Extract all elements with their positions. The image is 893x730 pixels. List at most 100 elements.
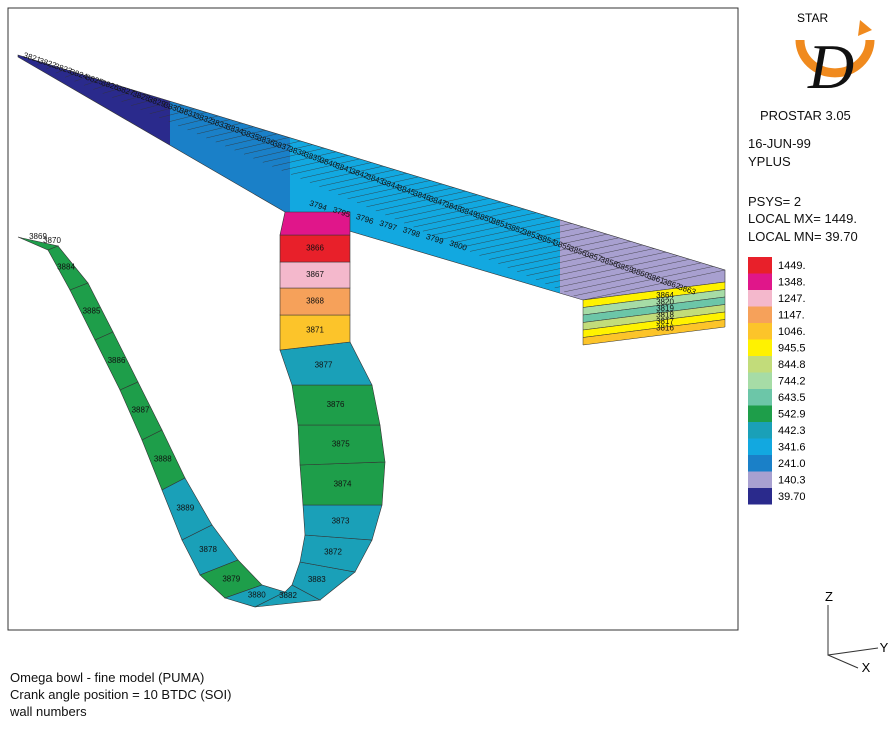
cell-edge <box>74 76 89 82</box>
wall-number: 3818 <box>656 311 674 320</box>
cell-edge <box>394 198 490 220</box>
cell-edge <box>281 155 348 171</box>
wall-number: 3866 <box>306 244 324 253</box>
axis-triad: Z Y X <box>825 589 889 675</box>
cell-edge <box>582 269 725 300</box>
logo-letter: D <box>807 31 854 102</box>
legend-label: 1348. <box>778 277 806 289</box>
wall-number: 3868 <box>306 297 324 306</box>
cell-edge <box>338 176 419 195</box>
cell-edge <box>168 112 207 122</box>
logo-swirl <box>795 39 875 78</box>
psys: PSYS= 2 <box>748 194 801 209</box>
cell-edge <box>27 58 30 62</box>
wall-number: 3883 <box>308 575 326 584</box>
wall-cell <box>279 211 351 236</box>
legend-label: 241.0 <box>778 458 806 470</box>
logo-arrow <box>858 20 872 36</box>
cell-edge <box>488 233 608 260</box>
cell-edge <box>243 140 301 155</box>
footer-line: Crank angle position = 10 BTDC (SOI) <box>10 687 231 702</box>
wall-number: 3820 <box>656 298 674 307</box>
wall-number: 3879 <box>222 575 240 584</box>
wall-number: 3882 <box>279 591 297 600</box>
cell-edge <box>451 219 561 244</box>
legend-swatch <box>748 273 772 290</box>
cell-edge <box>573 266 714 297</box>
axis-z: Z <box>825 589 833 604</box>
cell-edge <box>385 194 478 216</box>
cell-edge <box>404 201 502 224</box>
cell-edge <box>178 115 219 127</box>
cell-edge <box>272 151 337 167</box>
local-max: LOCAL MX= 1449. <box>748 211 857 226</box>
cell-edge <box>554 259 690 289</box>
cell-edge <box>545 255 678 284</box>
wall-number: 3875 <box>332 439 350 448</box>
wall-number: 3817 <box>656 317 674 326</box>
legend-label: 1449. <box>778 260 806 272</box>
cell-edge <box>93 83 113 90</box>
cell-edge <box>507 241 631 268</box>
cell-edge <box>309 165 384 183</box>
cell-edge <box>356 183 443 203</box>
cell-edge <box>498 237 619 264</box>
legend-swatch <box>748 389 772 406</box>
wall-number: 3877 <box>315 361 333 370</box>
variable: YPLUS <box>748 154 791 169</box>
wall-number: 3886 <box>108 356 126 365</box>
legend-swatch <box>748 488 772 505</box>
wall-number: 3888 <box>154 455 172 464</box>
wall-number: 3885 <box>83 306 101 315</box>
cell-edge <box>46 65 54 70</box>
legend-swatch <box>748 455 772 472</box>
legend-swatch <box>748 356 772 373</box>
triad-x <box>827 654 859 669</box>
legend-swatch <box>748 438 772 455</box>
cell-edge <box>413 205 513 228</box>
cell-edge <box>187 119 231 131</box>
cell-edge <box>36 61 42 66</box>
legend-label: 1247. <box>778 293 806 305</box>
cell-edge <box>196 122 242 135</box>
wall-number: 3871 <box>306 326 324 335</box>
cell-edge <box>130 97 160 106</box>
wall-number: 3864 <box>656 291 674 300</box>
cell-edge <box>102 87 125 94</box>
box-stripe <box>582 319 726 346</box>
legend-swatch <box>748 471 772 488</box>
cell-edge <box>517 244 643 272</box>
legend-label: 844.8 <box>778 359 806 371</box>
cell-edge <box>366 187 455 208</box>
cell-edge <box>121 94 148 102</box>
wall-number: 3878 <box>199 545 217 554</box>
cell-edge <box>55 69 66 74</box>
axis-y: Y <box>880 640 889 655</box>
cell-edge <box>65 72 77 78</box>
product-name: PROSTAR 3.05 <box>760 108 851 123</box>
legend: 1449. 1348. 1247. 1147. 1046. 945.5 844.8 744.2… <box>748 257 806 505</box>
cell-edge <box>300 162 372 179</box>
cell-edge <box>159 108 195 118</box>
wall-number: 3867 <box>306 270 324 279</box>
legend-label: 744.2 <box>778 376 806 388</box>
wall-number: 3884 <box>57 262 75 271</box>
axis-x: X <box>862 660 871 675</box>
wall-number: 3889 <box>176 503 194 512</box>
wall-number: 3887 <box>132 406 150 415</box>
wall-number: 3870 <box>43 236 61 245</box>
legend-swatch <box>748 323 772 340</box>
cell-edge <box>253 144 313 159</box>
cell-edge <box>526 248 655 276</box>
cell-edge <box>234 137 290 151</box>
logo: STAR D PROSTAR 3.05 <box>760 11 875 123</box>
legend-swatch <box>748 290 772 307</box>
cell-edge <box>460 223 572 248</box>
footer-line: wall numbers <box>9 704 87 719</box>
cell-edge <box>422 208 525 232</box>
wall-number: 3874 <box>334 479 352 488</box>
wall-number: 3869 <box>29 232 47 241</box>
cell-edge <box>469 226 584 252</box>
legend-swatch <box>748 306 772 323</box>
